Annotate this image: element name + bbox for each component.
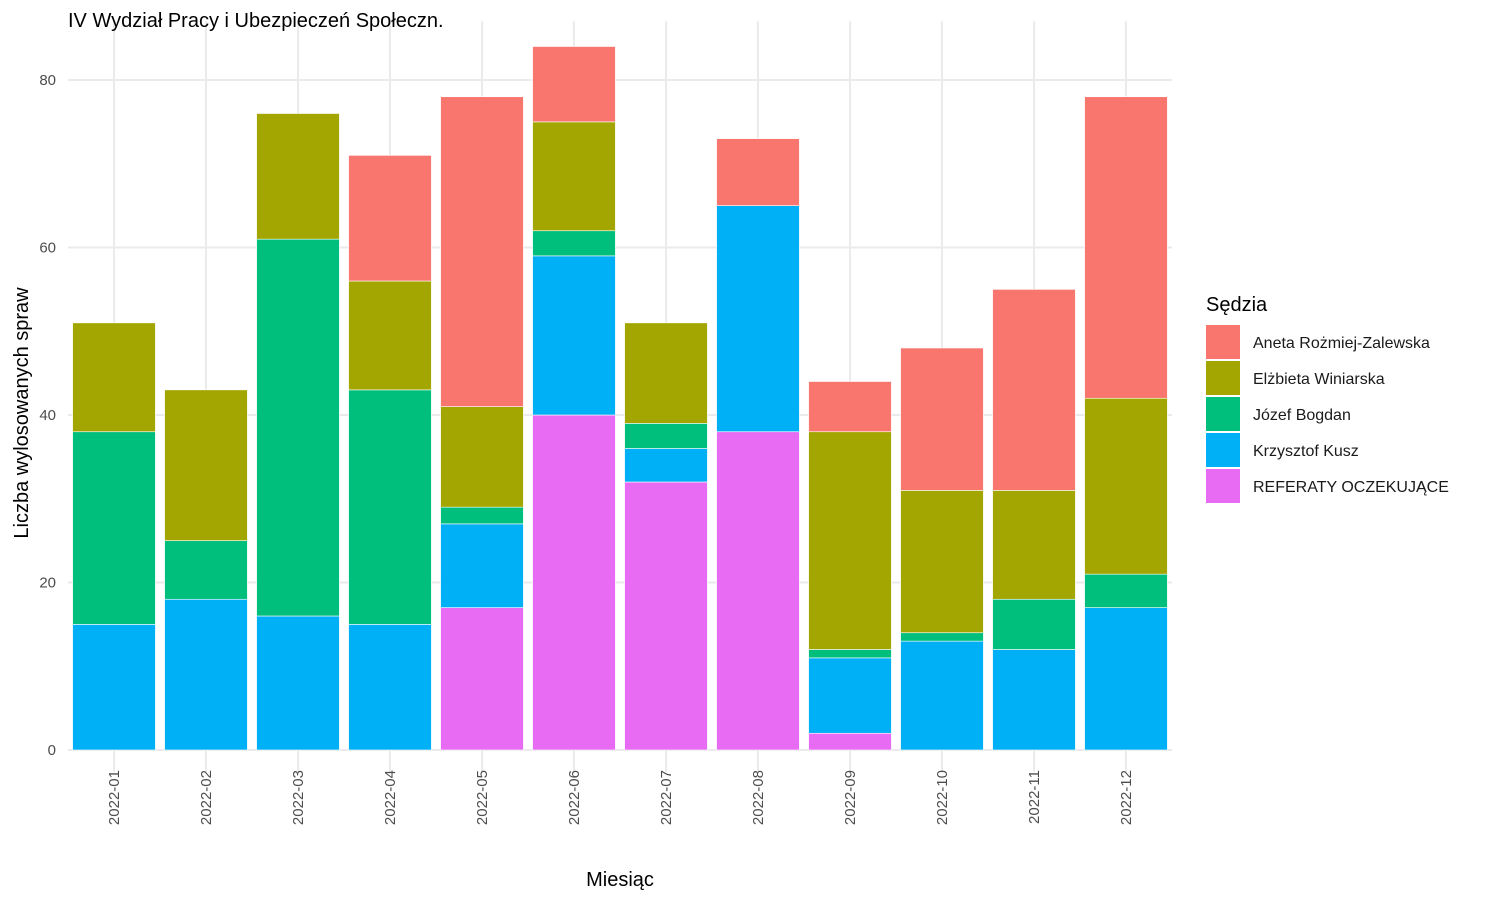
x-tick-label: 2022-07 [658,770,675,825]
y-axis-ticks: 0 20 40 60 80 [39,72,56,759]
bar-segment [992,289,1076,491]
bar-segment [900,347,984,491]
x-tick-label: 2022-04 [382,770,399,825]
bar-segment [256,615,340,751]
y-tick-label: 60 [39,240,56,257]
x-tick-label: 2022-10 [934,770,951,825]
bar-segment [1084,607,1168,751]
legend-label: Krzysztof Kusz [1253,443,1359,460]
bar-segment [440,523,524,608]
bar-segment [532,255,616,416]
bars [72,46,1168,751]
x-tick-label: 2022-11 [1026,770,1043,824]
bar-segment [1084,397,1168,575]
bar-segment [532,230,616,257]
bar-segment [440,506,524,525]
bar-segment [624,423,708,449]
bar-segment [348,280,432,391]
x-tick-label: 2022-09 [842,770,859,825]
bar-segment [716,431,800,751]
bar-segment [992,490,1076,600]
x-tick-label: 2022-08 [750,770,767,825]
bar-segment [900,632,984,642]
bar-segment [808,657,892,734]
bar-segment [164,598,248,751]
bar-segment [1084,96,1168,399]
legend-swatch [1206,469,1240,503]
bar-segment [440,96,524,407]
legend-label: REFERATY OCZEKUJĄCE [1253,479,1449,496]
bar-segment [440,607,524,751]
y-axis-title: Liczba wylosowanych spraw [11,287,33,539]
legend-title: Sędzia [1206,294,1268,316]
legend-swatch [1206,397,1240,431]
legend-swatch [1206,361,1240,395]
bar-segment [348,624,432,751]
bar-segment [72,322,156,433]
x-tick-label: 2022-02 [198,770,215,825]
x-tick-label: 2022-12 [1118,770,1135,825]
bar-segment [808,431,892,650]
bar-segment [72,431,156,625]
bar-segment [532,121,616,232]
bar-segment [256,238,340,617]
y-tick-label: 20 [39,575,56,592]
x-axis-ticks: 2022-01 2022-02 2022-03 2022-04 2022-05 2022-… [106,770,1135,825]
legend: Sędzia Aneta Rożmiej-Zalewska Elżbieta Wi… [1206,294,1449,503]
legend-swatch [1206,325,1240,359]
bar-segment [624,481,708,751]
bar-segment [348,389,432,625]
y-tick-label: 80 [39,72,56,89]
bar-segment [992,649,1076,751]
bar-segment [164,540,248,600]
bar-segment [716,205,800,433]
bar-segment [900,490,984,634]
bar-segment [440,406,524,508]
y-tick-label: 0 [48,742,56,759]
bar-segment [624,448,708,483]
bar-segment [716,138,800,206]
x-axis-title: Miesiąc [586,869,654,891]
bar-segment [348,155,432,282]
bar-segment [256,113,340,240]
bar-segment [532,414,616,751]
bar-segment [808,732,892,751]
y-tick-label: 40 [39,407,56,424]
x-tick-label: 2022-03 [290,770,307,825]
bar-segment [900,640,984,751]
legend-label: Aneta Rożmiej-Zalewska [1253,335,1430,352]
legend-swatch [1206,433,1240,467]
bar-segment [808,381,892,433]
x-tick-label: 2022-05 [474,770,491,825]
chart-title: IV Wydział Pracy i Ubezpieczeń Społeczn. [68,10,444,32]
bar-segment [624,322,708,424]
bar-segment [992,598,1076,650]
legend-label: Elżbieta Winiarska [1253,371,1385,388]
bar-segment [532,46,616,123]
x-tick-label: 2022-01 [106,770,123,825]
bar-segment [808,649,892,659]
bar-segment [1084,573,1168,608]
x-tick-label: 2022-06 [566,770,583,825]
legend-label: Józef Bogdan [1253,407,1351,424]
bar-segment [72,624,156,751]
bar-segment [164,389,248,541]
